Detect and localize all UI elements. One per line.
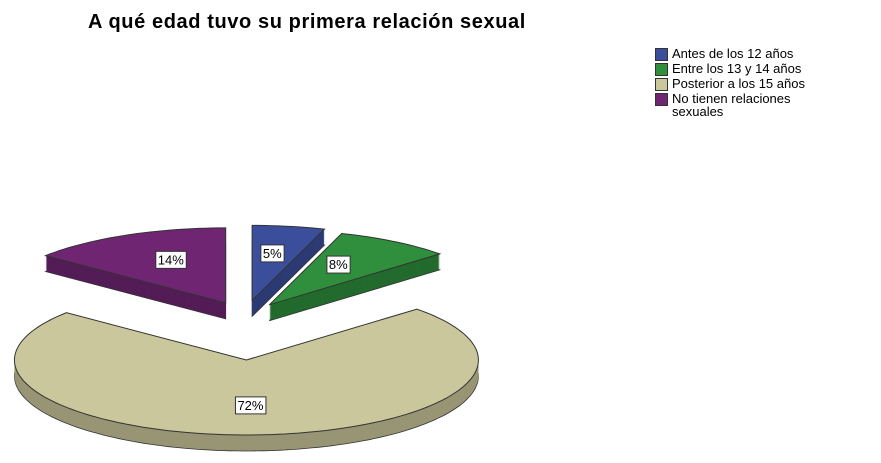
legend-item: No tienen relaciones sexuales	[655, 92, 805, 118]
legend-label: Posterior a los 15 años	[672, 76, 805, 91]
legend-swatch	[655, 93, 668, 106]
legend-swatch	[655, 78, 668, 91]
legend-swatch	[655, 63, 668, 76]
value-label: 5%	[263, 246, 282, 261]
legend-item: Entre los 13 y 14 años	[655, 62, 805, 76]
legend-label: No tienen relaciones sexuales	[672, 91, 791, 119]
chart-title: A qué edad tuvo su primera relación sexu…	[88, 11, 526, 33]
legend-label: Entre los 13 y 14 años	[672, 61, 802, 76]
pie-slice	[251, 224, 326, 302]
legend-item: Posterior a los 15 años	[655, 77, 805, 91]
legend-swatch	[655, 48, 668, 61]
legend-item: Antes de los 12 años	[655, 47, 805, 61]
value-label: 72%	[237, 398, 263, 413]
label-box	[326, 255, 351, 274]
label-box	[260, 244, 285, 263]
label-box	[234, 396, 267, 415]
value-label: 8%	[329, 257, 348, 272]
legend-label: Antes de los 12 años	[672, 46, 794, 61]
value-label: 14%	[158, 252, 184, 267]
label-box	[155, 250, 187, 269]
pie-slice	[43, 227, 227, 304]
pie-slice	[268, 232, 442, 306]
pie-slice	[13, 308, 479, 436]
legend: Antes de los 12 años Entre los 13 y 14 añ…	[655, 47, 805, 119]
